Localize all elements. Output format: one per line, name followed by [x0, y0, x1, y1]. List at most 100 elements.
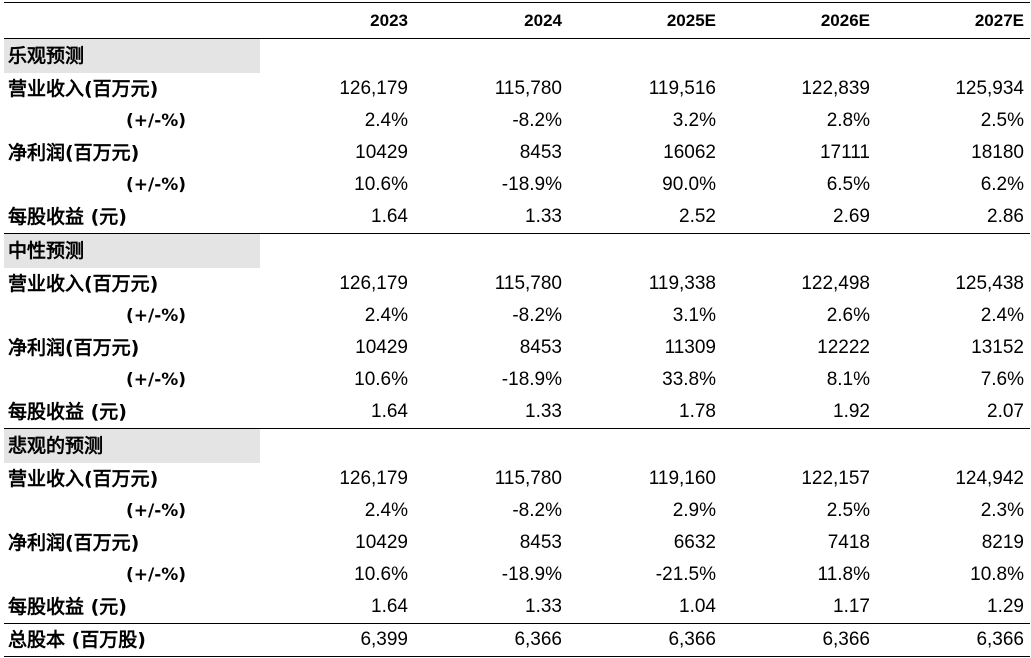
value-cell: 33.8%: [662, 369, 716, 390]
value-cell: -8.2%: [512, 500, 562, 521]
value-cell: 1.64: [260, 396, 414, 429]
growth-label: (+/-%): [126, 111, 187, 131]
table-row: 营业收入(百万元) 126,179 115,780 119,516 122,839 125…: [4, 73, 1030, 105]
value-cell: 115,780: [494, 78, 562, 99]
forecast-table: 2023 2024 2025E 2026E 2027E 乐观预测 营业收入(百万元…: [4, 2, 1030, 657]
value-cell: 6,366: [568, 623, 722, 657]
value-cell: 6,366: [722, 623, 876, 657]
value-cell: 10.8%: [970, 564, 1024, 585]
row-label: 净利润(百万元): [8, 142, 140, 164]
value-cell: 1.33: [414, 396, 568, 429]
table-row: 净利润(百万元) 10429 8453 16062 17111 18180: [4, 137, 1030, 169]
row-label: 每股收益 (元): [4, 591, 260, 624]
value-cell: 8219: [981, 532, 1024, 553]
value-cell: 1.04: [568, 591, 722, 624]
empty-cell: [414, 429, 568, 464]
value-cell: 126,179: [339, 468, 408, 489]
value-cell: 1.33: [414, 201, 568, 234]
table-row: 每股收益 (元) 1.64 1.33 1.04 1.17 1.29: [4, 591, 1030, 624]
value-cell: 2.9%: [672, 500, 716, 521]
row-label: 营业收入(百万元): [8, 78, 159, 100]
value-cell: 1.17: [722, 591, 876, 624]
header-year: 2026E: [722, 2, 876, 39]
value-cell: 2.3%: [980, 500, 1024, 521]
value-cell: -8.2%: [512, 305, 562, 326]
section-title: 悲观的预测: [4, 428, 260, 463]
value-cell: 90.0%: [662, 174, 716, 195]
empty-cell: [876, 234, 1030, 269]
header-year: 2023: [260, 2, 414, 39]
value-cell: 119,160: [648, 468, 716, 489]
value-cell: 2.69: [722, 201, 876, 234]
section-header-row: 悲观的预测: [4, 428, 1030, 464]
row-label: 每股收益 (元): [4, 396, 260, 429]
value-cell: 125,438: [955, 273, 1024, 294]
value-cell: 1.33: [414, 591, 568, 624]
row-label: 营业收入(百万元): [8, 468, 159, 490]
row-label: 净利润(百万元): [8, 337, 140, 359]
value-cell: 1.64: [260, 591, 414, 624]
empty-cell: [260, 234, 414, 269]
value-cell: 6.2%: [980, 174, 1024, 195]
value-cell: -18.9%: [501, 174, 562, 195]
table-row: (+/-%) 10.6% -18.9% -21.5% 11.8% 10.8%: [4, 559, 1030, 591]
growth-label: (+/-%): [126, 501, 187, 521]
growth-label: (+/-%): [126, 175, 187, 195]
value-cell: 8.1%: [826, 369, 870, 390]
value-cell: 2.4%: [364, 305, 408, 326]
table-row: (+/-%) 2.4% -8.2% 2.9% 2.5% 2.3%: [4, 495, 1030, 527]
table-row: 每股收益 (元) 1.64 1.33 1.78 1.92 2.07: [4, 396, 1030, 429]
empty-cell: [414, 39, 568, 74]
value-cell: 1.29: [876, 591, 1030, 624]
value-cell: 8453: [519, 337, 562, 358]
value-cell: 2.4%: [980, 305, 1024, 326]
value-cell: 2.5%: [826, 500, 870, 521]
value-cell: 11.8%: [817, 564, 870, 585]
value-cell: 1.64: [260, 201, 414, 234]
empty-cell: [568, 234, 722, 269]
empty-cell: [876, 39, 1030, 74]
table-row: 每股收益 (元) 1.64 1.33 2.52 2.69 2.86: [4, 201, 1030, 234]
value-cell: 16062: [663, 142, 716, 163]
total-shares-row: 总股本 (百万股) 6,399 6,366 6,366 6,366 6,366: [4, 623, 1030, 657]
value-cell: 8453: [519, 142, 562, 163]
table-row: (+/-%) 2.4% -8.2% 3.2% 2.8% 2.5%: [4, 105, 1030, 137]
value-cell: 1.78: [568, 396, 722, 429]
value-cell: 6,366: [876, 623, 1030, 657]
value-cell: 6,366: [414, 623, 568, 657]
value-cell: 10.6%: [354, 174, 408, 195]
value-cell: 10429: [355, 337, 408, 358]
empty-cell: [722, 429, 876, 464]
value-cell: 6,399: [260, 623, 414, 657]
value-cell: -21.5%: [655, 564, 716, 585]
value-cell: 126,179: [339, 78, 408, 99]
section-title: 中性预测: [4, 233, 260, 268]
value-cell: 3.1%: [672, 305, 716, 326]
value-cell: 122,157: [801, 468, 870, 489]
value-cell: 6632: [673, 532, 716, 553]
value-cell: 125,934: [955, 78, 1024, 99]
growth-label: (+/-%): [126, 306, 187, 326]
value-cell: 8453: [519, 532, 562, 553]
value-cell: 2.4%: [364, 110, 408, 131]
value-cell: 122,498: [801, 273, 870, 294]
value-cell: 122,839: [801, 78, 870, 99]
empty-cell: [722, 39, 876, 74]
value-cell: -8.2%: [512, 110, 562, 131]
value-cell: 2.4%: [364, 500, 408, 521]
value-cell: 119,516: [648, 78, 716, 99]
header-year: 2024: [414, 2, 568, 39]
value-cell: 2.5%: [980, 110, 1024, 131]
value-cell: -18.9%: [501, 564, 562, 585]
section-header-row: 中性预测: [4, 233, 1030, 269]
value-cell: 13152: [971, 337, 1024, 358]
header-year: 2027E: [876, 2, 1030, 39]
empty-cell: [260, 39, 414, 74]
row-label: 营业收入(百万元): [8, 273, 159, 295]
value-cell: 2.8%: [826, 110, 870, 131]
row-label: 每股收益 (元): [4, 201, 260, 234]
value-cell: 10.6%: [354, 369, 408, 390]
empty-cell: [414, 234, 568, 269]
value-cell: 7418: [827, 532, 870, 553]
empty-cell: [568, 429, 722, 464]
